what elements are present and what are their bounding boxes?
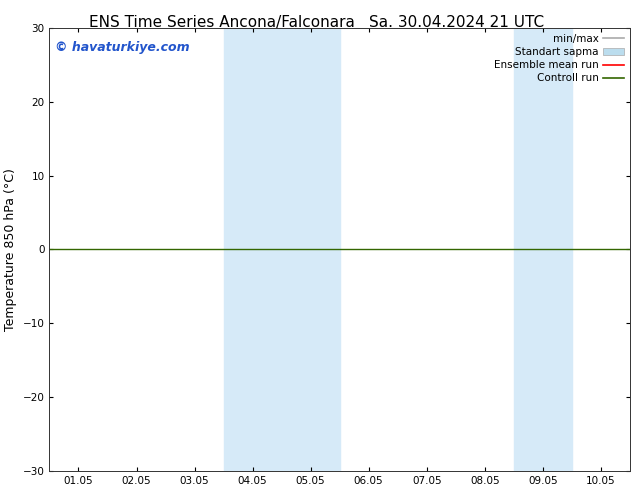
Text: © havaturkiye.com: © havaturkiye.com — [55, 41, 190, 54]
Y-axis label: Temperature 850 hPa (°C): Temperature 850 hPa (°C) — [4, 168, 17, 331]
Bar — [224, 28, 281, 471]
Text: Sa. 30.04.2024 21 UTC: Sa. 30.04.2024 21 UTC — [369, 15, 544, 30]
Bar — [281, 28, 340, 471]
Text: ENS Time Series Ancona/Falconara: ENS Time Series Ancona/Falconara — [89, 15, 355, 30]
Legend: min/max, Standart sapma, Ensemble mean run, Controll run: min/max, Standart sapma, Ensemble mean r… — [489, 30, 628, 88]
Bar — [514, 28, 572, 471]
